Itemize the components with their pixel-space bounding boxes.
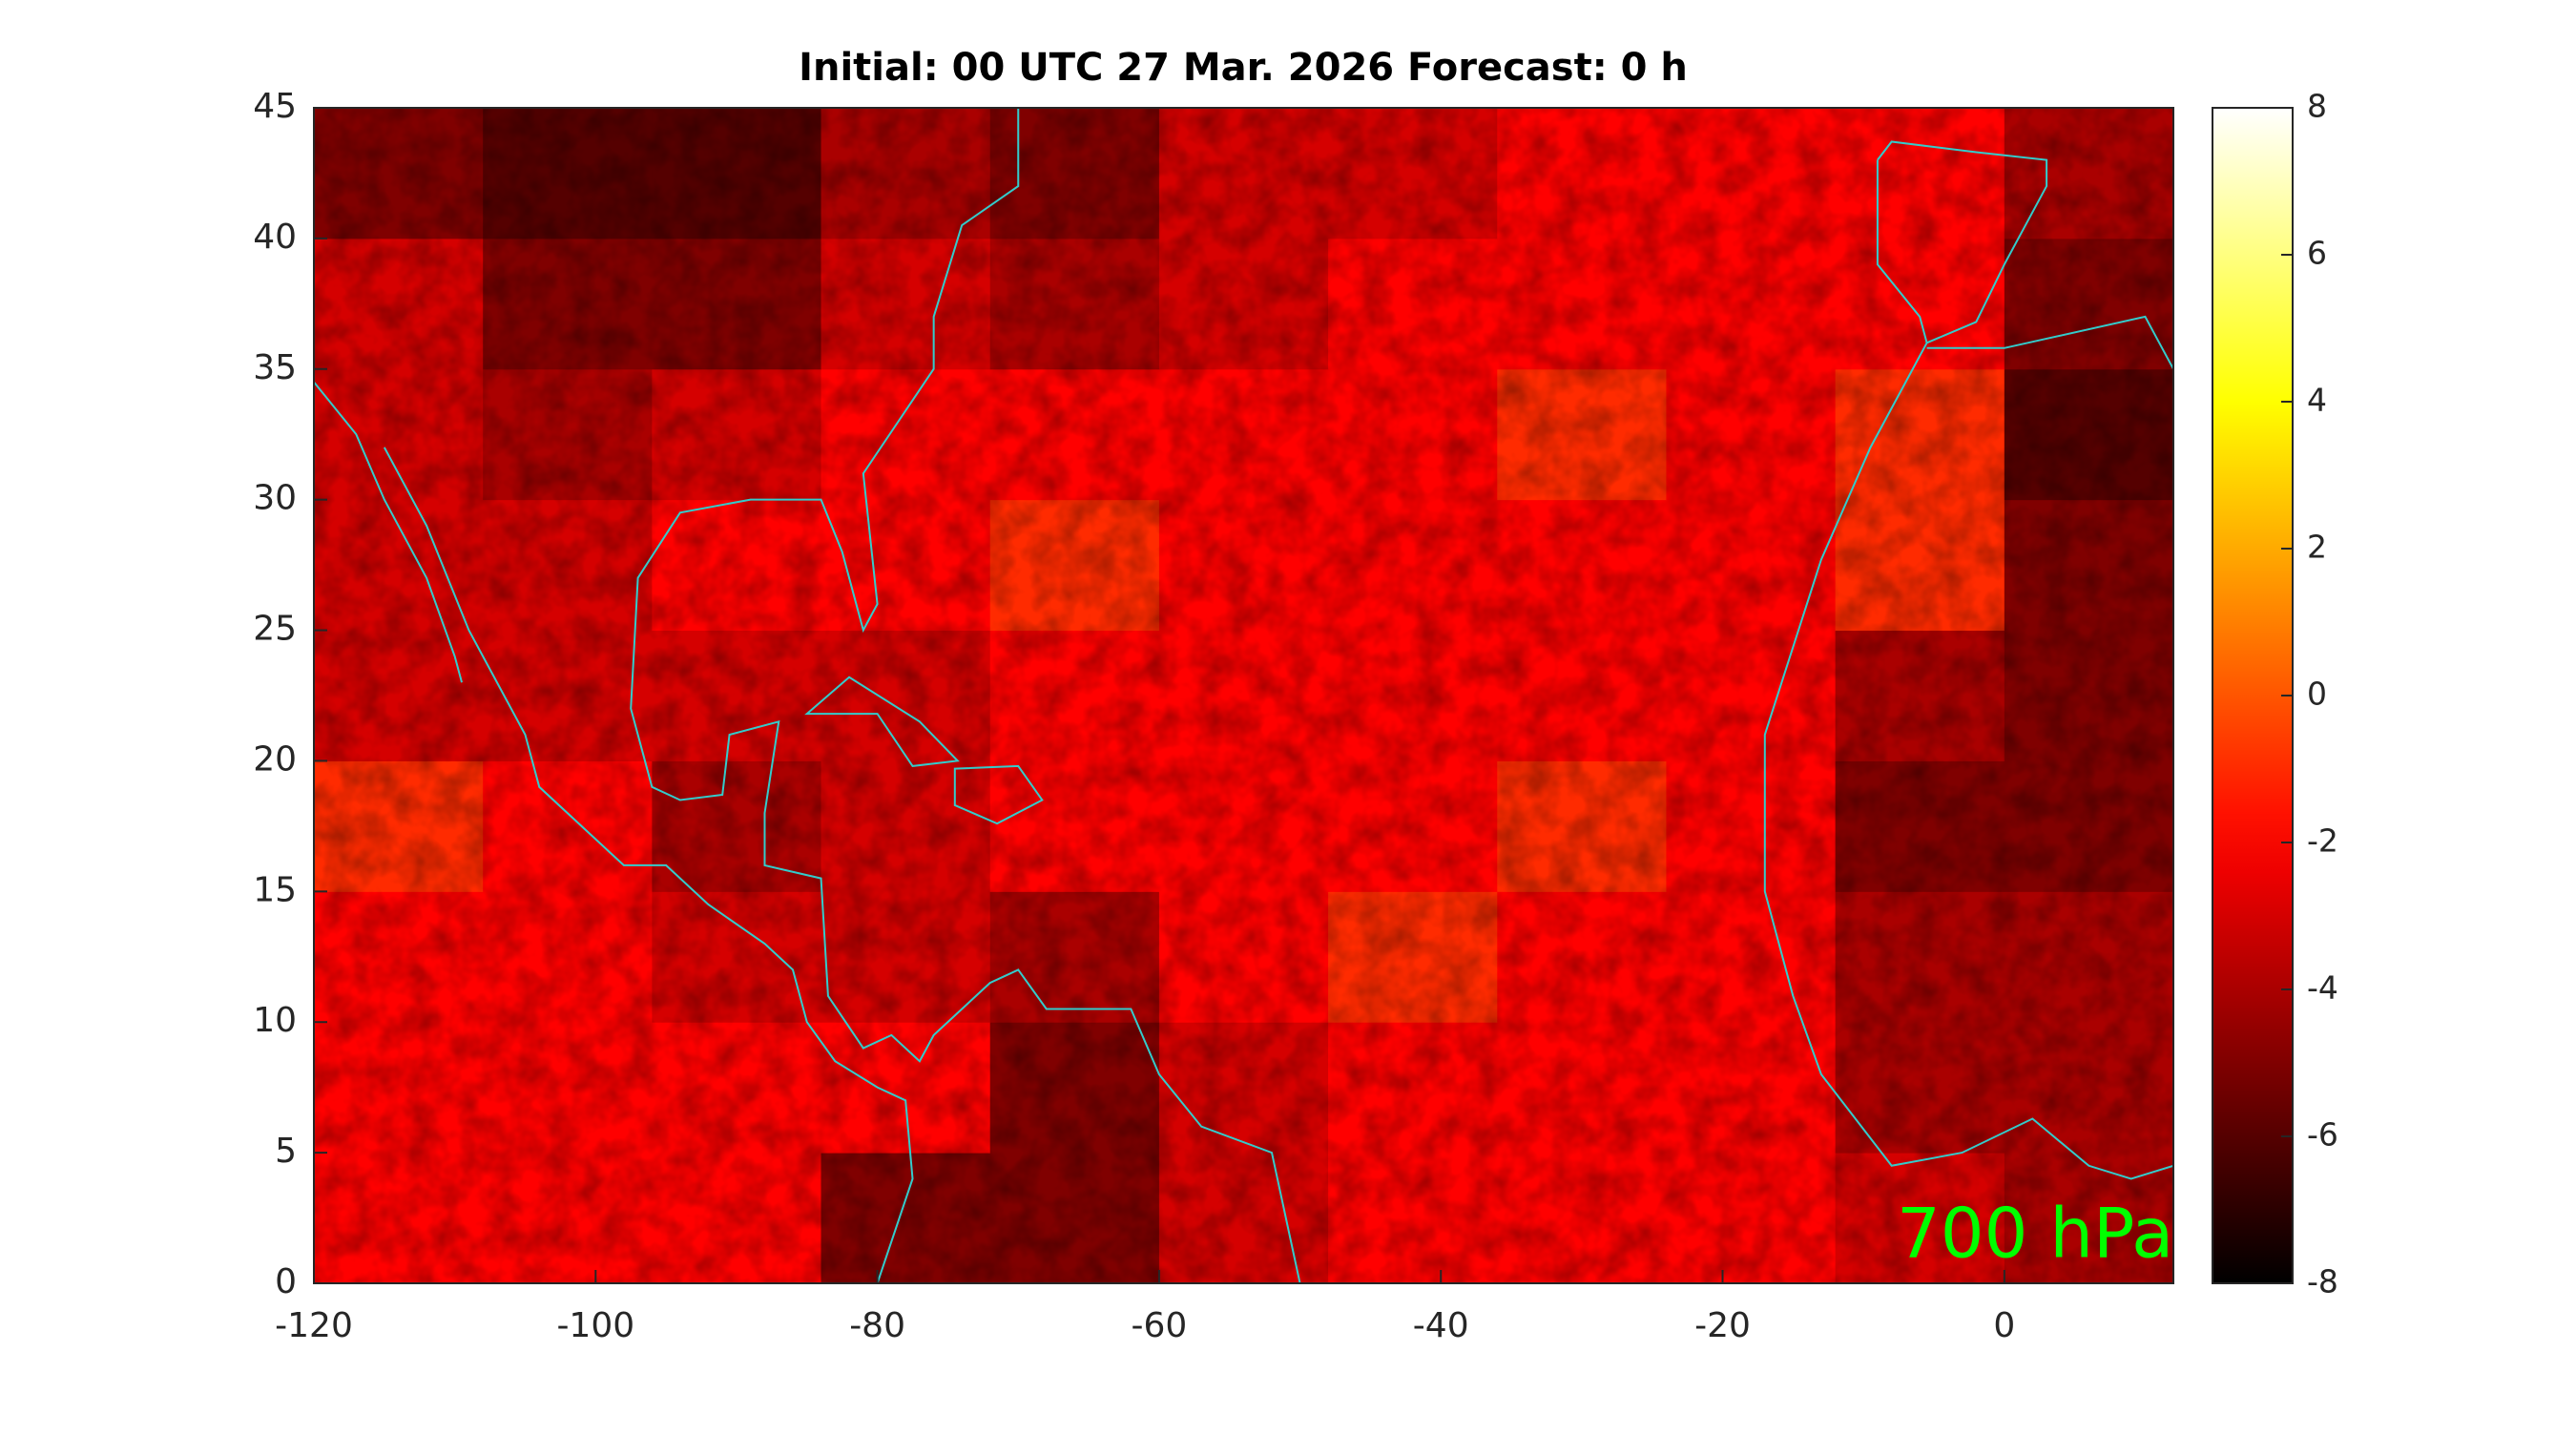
coastlines (314, 108, 2173, 1283)
y-tick-label: 25 (253, 610, 297, 649)
y-tick-label: 5 (275, 1132, 297, 1171)
coastline (1927, 317, 2173, 369)
colorbar (2212, 107, 2294, 1284)
axes-frame (313, 107, 2174, 1284)
colorbar-tick-label: 6 (2307, 235, 2327, 272)
coastline (1765, 160, 2173, 1179)
x-tick-label: -60 (1132, 1306, 1188, 1345)
island (955, 766, 1043, 823)
y-tick-label: 35 (253, 348, 297, 387)
level-label: 700 hPa (1897, 1194, 2173, 1274)
y-tick-label: 10 (253, 1001, 297, 1040)
colorbar-tick-label: -6 (2307, 1116, 2338, 1154)
x-tick-label: 0 (1993, 1306, 2015, 1345)
y-tick-label: 30 (253, 479, 297, 518)
colorbar-tick-label: -2 (2307, 822, 2338, 860)
colorbar-tick-label: -4 (2307, 969, 2338, 1007)
texture (314, 108, 2173, 1283)
x-tick-label: -40 (1413, 1306, 1469, 1345)
island (807, 677, 958, 766)
y-tick-label: 20 (253, 739, 297, 779)
x-tick-label: -20 (1694, 1306, 1751, 1345)
colorbar-tick-label: 2 (2307, 529, 2327, 566)
chart-title: Initial: 00 UTC 27 Mar. 2026 Forecast: 0… (799, 46, 1688, 90)
coastline (314, 382, 462, 682)
colorbar-tick-label: 0 (2307, 676, 2327, 713)
colorbar-tick-label: 8 (2307, 88, 2327, 125)
x-tick-label: -100 (556, 1306, 634, 1345)
coastline (384, 447, 913, 1283)
y-tick-label: 15 (253, 870, 297, 909)
y-tick-label: 0 (275, 1262, 297, 1301)
colorbar-tick-label: 4 (2307, 382, 2327, 419)
y-tick-label: 40 (253, 218, 297, 257)
x-tick-label: -80 (849, 1306, 905, 1345)
coastline (631, 108, 1299, 1283)
coastline (1878, 141, 2046, 343)
colorbar-tick-label: -8 (2307, 1263, 2338, 1300)
x-tick-label: -120 (275, 1306, 353, 1345)
y-tick-label: 45 (253, 87, 297, 126)
